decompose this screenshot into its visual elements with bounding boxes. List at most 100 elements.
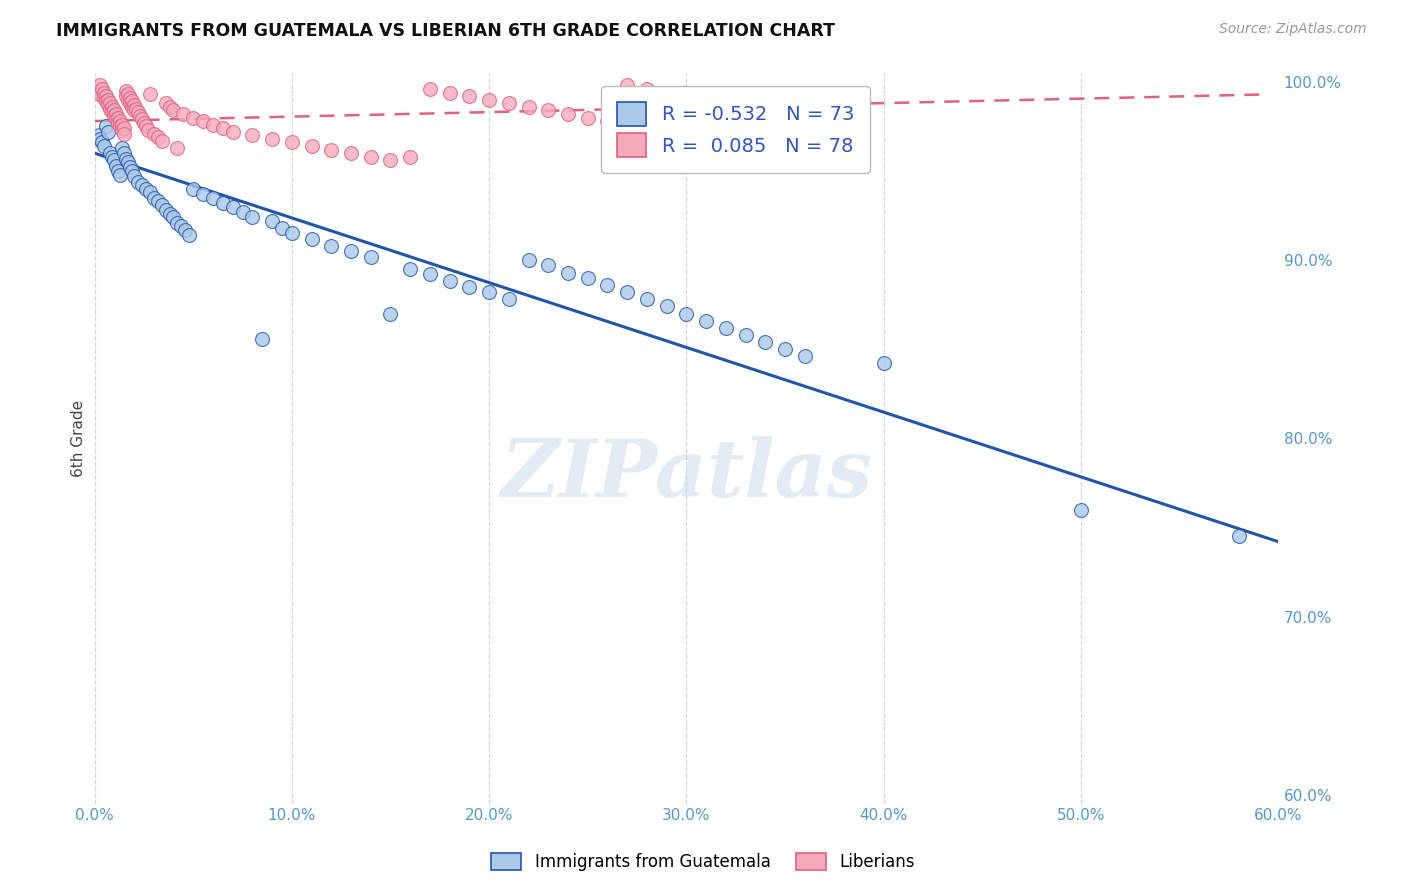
Point — [110, 114, 132, 128]
Point — [89, 132, 111, 146]
Point — [146, 130, 169, 145]
Point — [340, 244, 363, 259]
Point — [231, 205, 253, 219]
Point — [498, 293, 520, 307]
Point — [252, 331, 274, 345]
Point — [162, 103, 184, 118]
Point — [271, 221, 294, 235]
Point — [121, 164, 143, 178]
Point — [125, 102, 148, 116]
Point — [754, 334, 776, 349]
Point — [110, 168, 132, 182]
Point — [93, 86, 115, 100]
Point — [110, 120, 132, 134]
Point — [478, 285, 501, 300]
Point — [1227, 529, 1250, 543]
Point — [91, 136, 114, 150]
Point — [172, 107, 194, 121]
Point — [155, 96, 177, 111]
Point — [1070, 502, 1092, 516]
Point — [146, 194, 169, 209]
Point — [181, 111, 204, 125]
Point — [201, 191, 224, 205]
Point — [139, 186, 162, 200]
Point — [321, 239, 343, 253]
Point — [96, 120, 118, 134]
Point — [174, 223, 197, 237]
Point — [576, 111, 599, 125]
Point — [458, 89, 481, 103]
Point — [793, 349, 815, 363]
Point — [340, 146, 363, 161]
Text: IMMIGRANTS FROM GUATEMALA VS LIBERIAN 6TH GRADE CORRELATION CHART: IMMIGRANTS FROM GUATEMALA VS LIBERIAN 6T… — [56, 22, 835, 40]
Point — [695, 314, 717, 328]
Point — [242, 211, 264, 225]
Point — [636, 293, 658, 307]
Point — [98, 102, 121, 116]
Point — [166, 141, 188, 155]
Point — [596, 114, 619, 128]
Point — [121, 95, 143, 109]
Point — [155, 203, 177, 218]
Point — [170, 219, 193, 234]
Legend: Immigrants from Guatemala, Liberians: Immigrants from Guatemala, Liberians — [484, 845, 922, 880]
Point — [117, 87, 139, 102]
Point — [103, 103, 125, 118]
Point — [142, 127, 165, 141]
Point — [557, 107, 579, 121]
Point — [122, 103, 145, 118]
Text: ZIPatlas: ZIPatlas — [501, 436, 873, 514]
Point — [159, 207, 181, 221]
Point — [380, 153, 402, 168]
Point — [117, 93, 139, 107]
Point — [135, 120, 157, 134]
Point — [439, 275, 461, 289]
Point — [773, 342, 796, 356]
Point — [132, 116, 155, 130]
Point — [162, 211, 184, 225]
Point — [87, 87, 110, 102]
Point — [191, 114, 214, 128]
Point — [181, 182, 204, 196]
Point — [87, 128, 110, 143]
Point — [242, 128, 264, 143]
Point — [166, 216, 188, 230]
Point — [150, 198, 173, 212]
Point — [98, 96, 121, 111]
Point — [112, 127, 135, 141]
Point — [557, 266, 579, 280]
Point — [117, 155, 139, 169]
Point — [478, 93, 501, 107]
Point — [112, 146, 135, 161]
Point — [537, 259, 560, 273]
Point — [636, 82, 658, 96]
Point — [129, 109, 152, 123]
Point — [105, 112, 128, 127]
Point — [262, 132, 284, 146]
Point — [380, 307, 402, 321]
Point — [103, 153, 125, 168]
Point — [321, 143, 343, 157]
Point — [112, 121, 135, 136]
Point — [734, 327, 756, 342]
Point — [191, 187, 214, 202]
Point — [301, 139, 323, 153]
Point — [91, 82, 114, 96]
Point — [142, 191, 165, 205]
Point — [301, 232, 323, 246]
Point — [360, 250, 382, 264]
Point — [419, 268, 441, 282]
Point — [179, 228, 201, 243]
Point — [498, 96, 520, 111]
Point — [131, 178, 153, 193]
Point — [96, 89, 118, 103]
Point — [517, 100, 540, 114]
Point — [111, 141, 134, 155]
Point — [873, 356, 896, 370]
Point — [150, 134, 173, 148]
Point — [97, 125, 120, 139]
Point — [101, 105, 124, 120]
Point — [97, 93, 120, 107]
Point — [221, 200, 243, 214]
Point — [121, 100, 143, 114]
